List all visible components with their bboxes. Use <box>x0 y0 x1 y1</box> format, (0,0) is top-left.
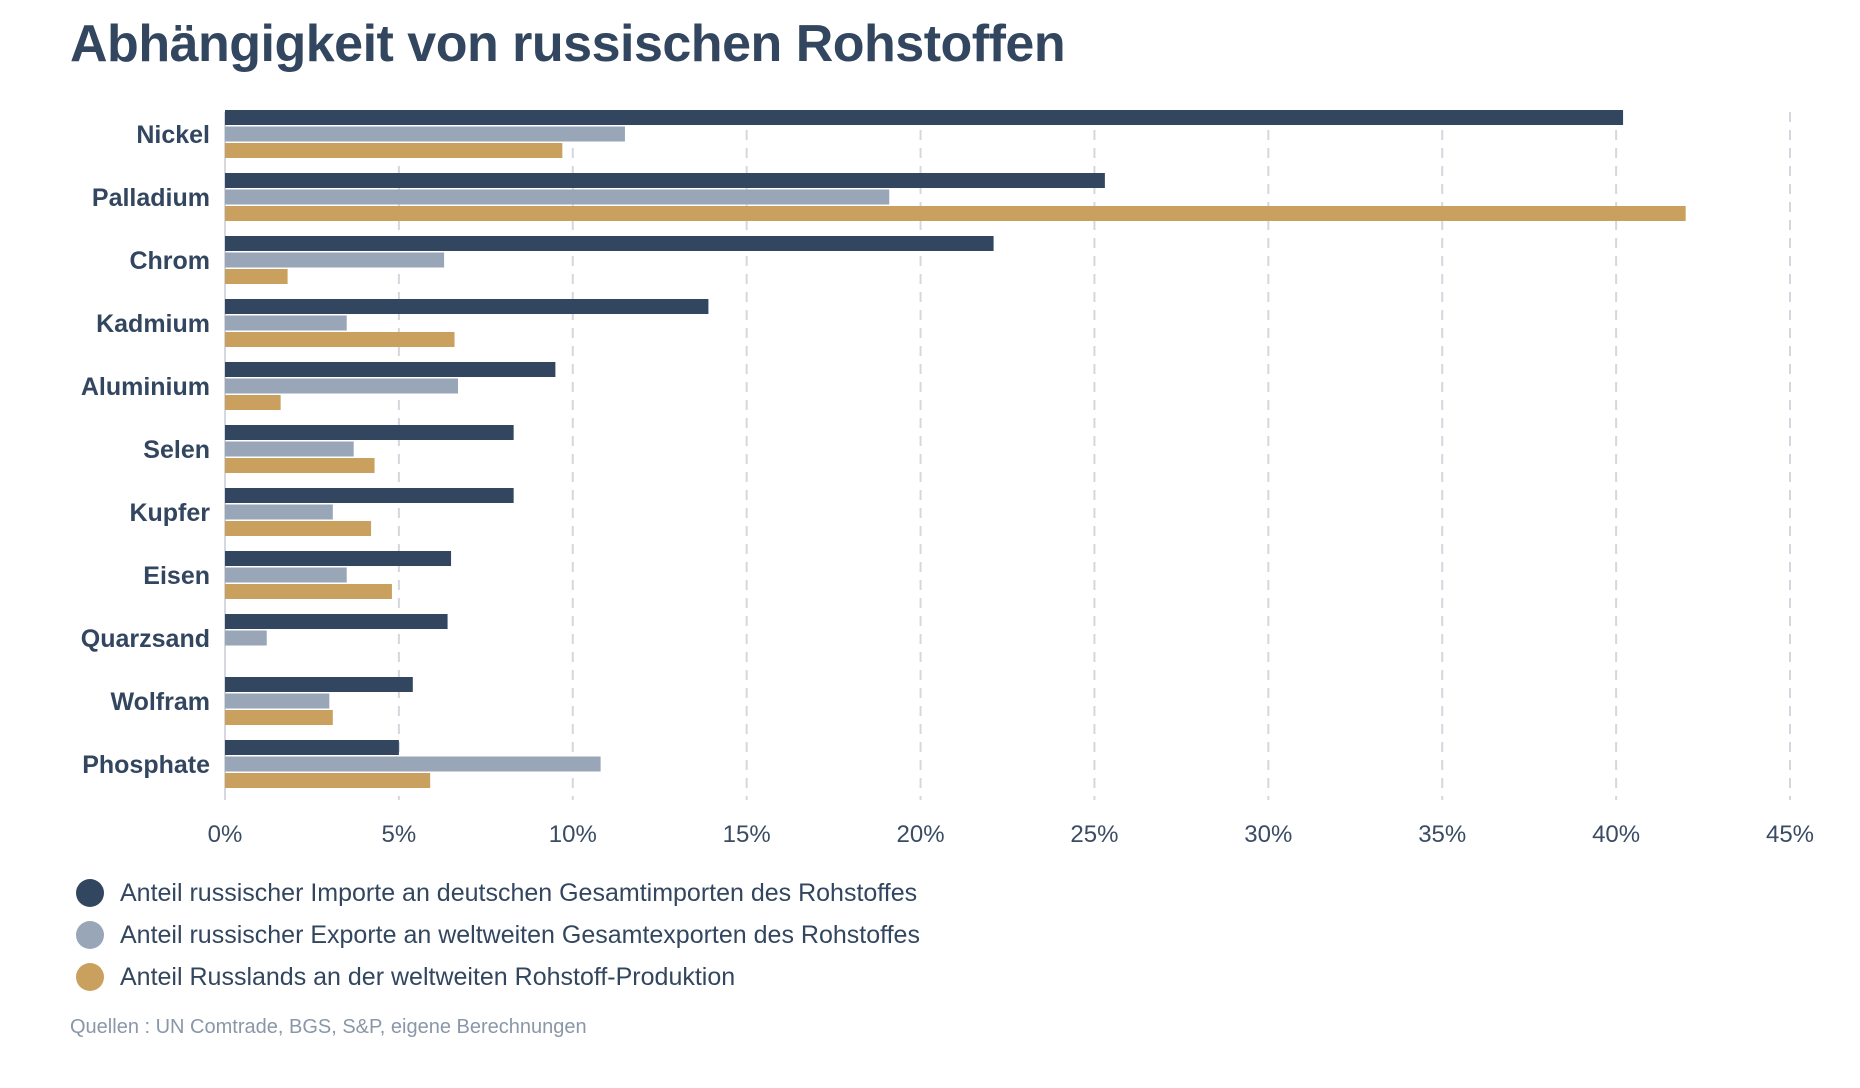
bar <box>225 693 330 709</box>
bar <box>225 773 431 788</box>
category-label: Kupfer <box>129 499 210 527</box>
bar <box>225 189 890 205</box>
bar <box>225 584 392 599</box>
category-label: Phosphate <box>82 751 210 779</box>
bar <box>225 110 1624 125</box>
bar <box>225 395 281 410</box>
x-tick-label: 20% <box>897 821 945 848</box>
bar <box>225 441 354 457</box>
x-tick-label: 25% <box>1070 821 1118 848</box>
legend-item-imports: Anteil russischer Importe an deutschen G… <box>76 872 920 914</box>
bar <box>225 315 347 331</box>
legend-item-exports: Anteil russischer Exporte an weltweiten … <box>76 914 920 956</box>
x-tick-label: 5% <box>382 821 417 848</box>
bar <box>225 614 448 629</box>
category-label: Kadmium <box>96 310 210 338</box>
category-label: Quarzsand <box>81 625 210 653</box>
x-tick-label: 35% <box>1418 821 1466 848</box>
bar <box>225 173 1105 188</box>
legend-label-production: Anteil Russlands an der weltweiten Rohst… <box>120 962 736 991</box>
bar <box>225 521 372 536</box>
x-tick-label: 30% <box>1244 821 1292 848</box>
legend-item-production: Anteil Russlands an der weltweiten Rohst… <box>76 956 920 998</box>
bar <box>225 143 563 158</box>
bar <box>225 567 347 583</box>
bar <box>225 710 333 725</box>
bar <box>225 677 413 692</box>
legend-marker-imports <box>76 879 104 907</box>
category-label: Selen <box>143 436 210 464</box>
category-label: Eisen <box>143 562 210 590</box>
bar <box>225 378 459 394</box>
legend: Anteil russischer Importe an deutschen G… <box>76 872 920 998</box>
bar <box>225 756 601 772</box>
category-label: Wolfram <box>110 688 210 716</box>
x-tick-label: 15% <box>723 821 771 848</box>
bar <box>225 236 994 251</box>
bar-chart: 0% 5% 10% 15% 20% 25% 30% 35% 40% 45% Nickel Pallad… <box>81 110 1814 848</box>
legend-label-imports: Anteil russischer Importe an deutschen G… <box>120 878 918 907</box>
bar <box>225 269 288 284</box>
category-label: Chrom <box>129 247 210 275</box>
bar <box>225 551 452 566</box>
x-tick-label: 10% <box>549 821 597 848</box>
category-label: Nickel <box>136 121 210 149</box>
bar <box>225 362 556 377</box>
x-tick-label: 40% <box>1592 821 1640 848</box>
bar <box>225 504 333 520</box>
bar <box>225 206 1686 221</box>
bar <box>225 425 514 440</box>
legend-label-exports: Anteil russischer Exporte an weltweiten … <box>120 920 920 949</box>
category-label: Aluminium <box>81 373 210 401</box>
bar <box>225 458 375 473</box>
source-note: Quellen : UN Comtrade, BGS, S&P, eigene … <box>70 1016 587 1038</box>
bar <box>225 630 267 646</box>
bar <box>225 488 514 503</box>
chart-title: Abhängigkeit von russischen Rohstoffen <box>70 15 1066 73</box>
x-tick-label: 0% <box>208 821 243 848</box>
x-tick-label: 45% <box>1766 821 1814 848</box>
legend-marker-exports <box>76 921 104 949</box>
bar <box>225 126 625 142</box>
bar <box>225 252 445 268</box>
legend-marker-production <box>76 963 104 991</box>
category-label: Palladium <box>92 184 210 212</box>
bar <box>225 332 455 347</box>
bar <box>225 299 709 314</box>
bar <box>225 740 399 755</box>
